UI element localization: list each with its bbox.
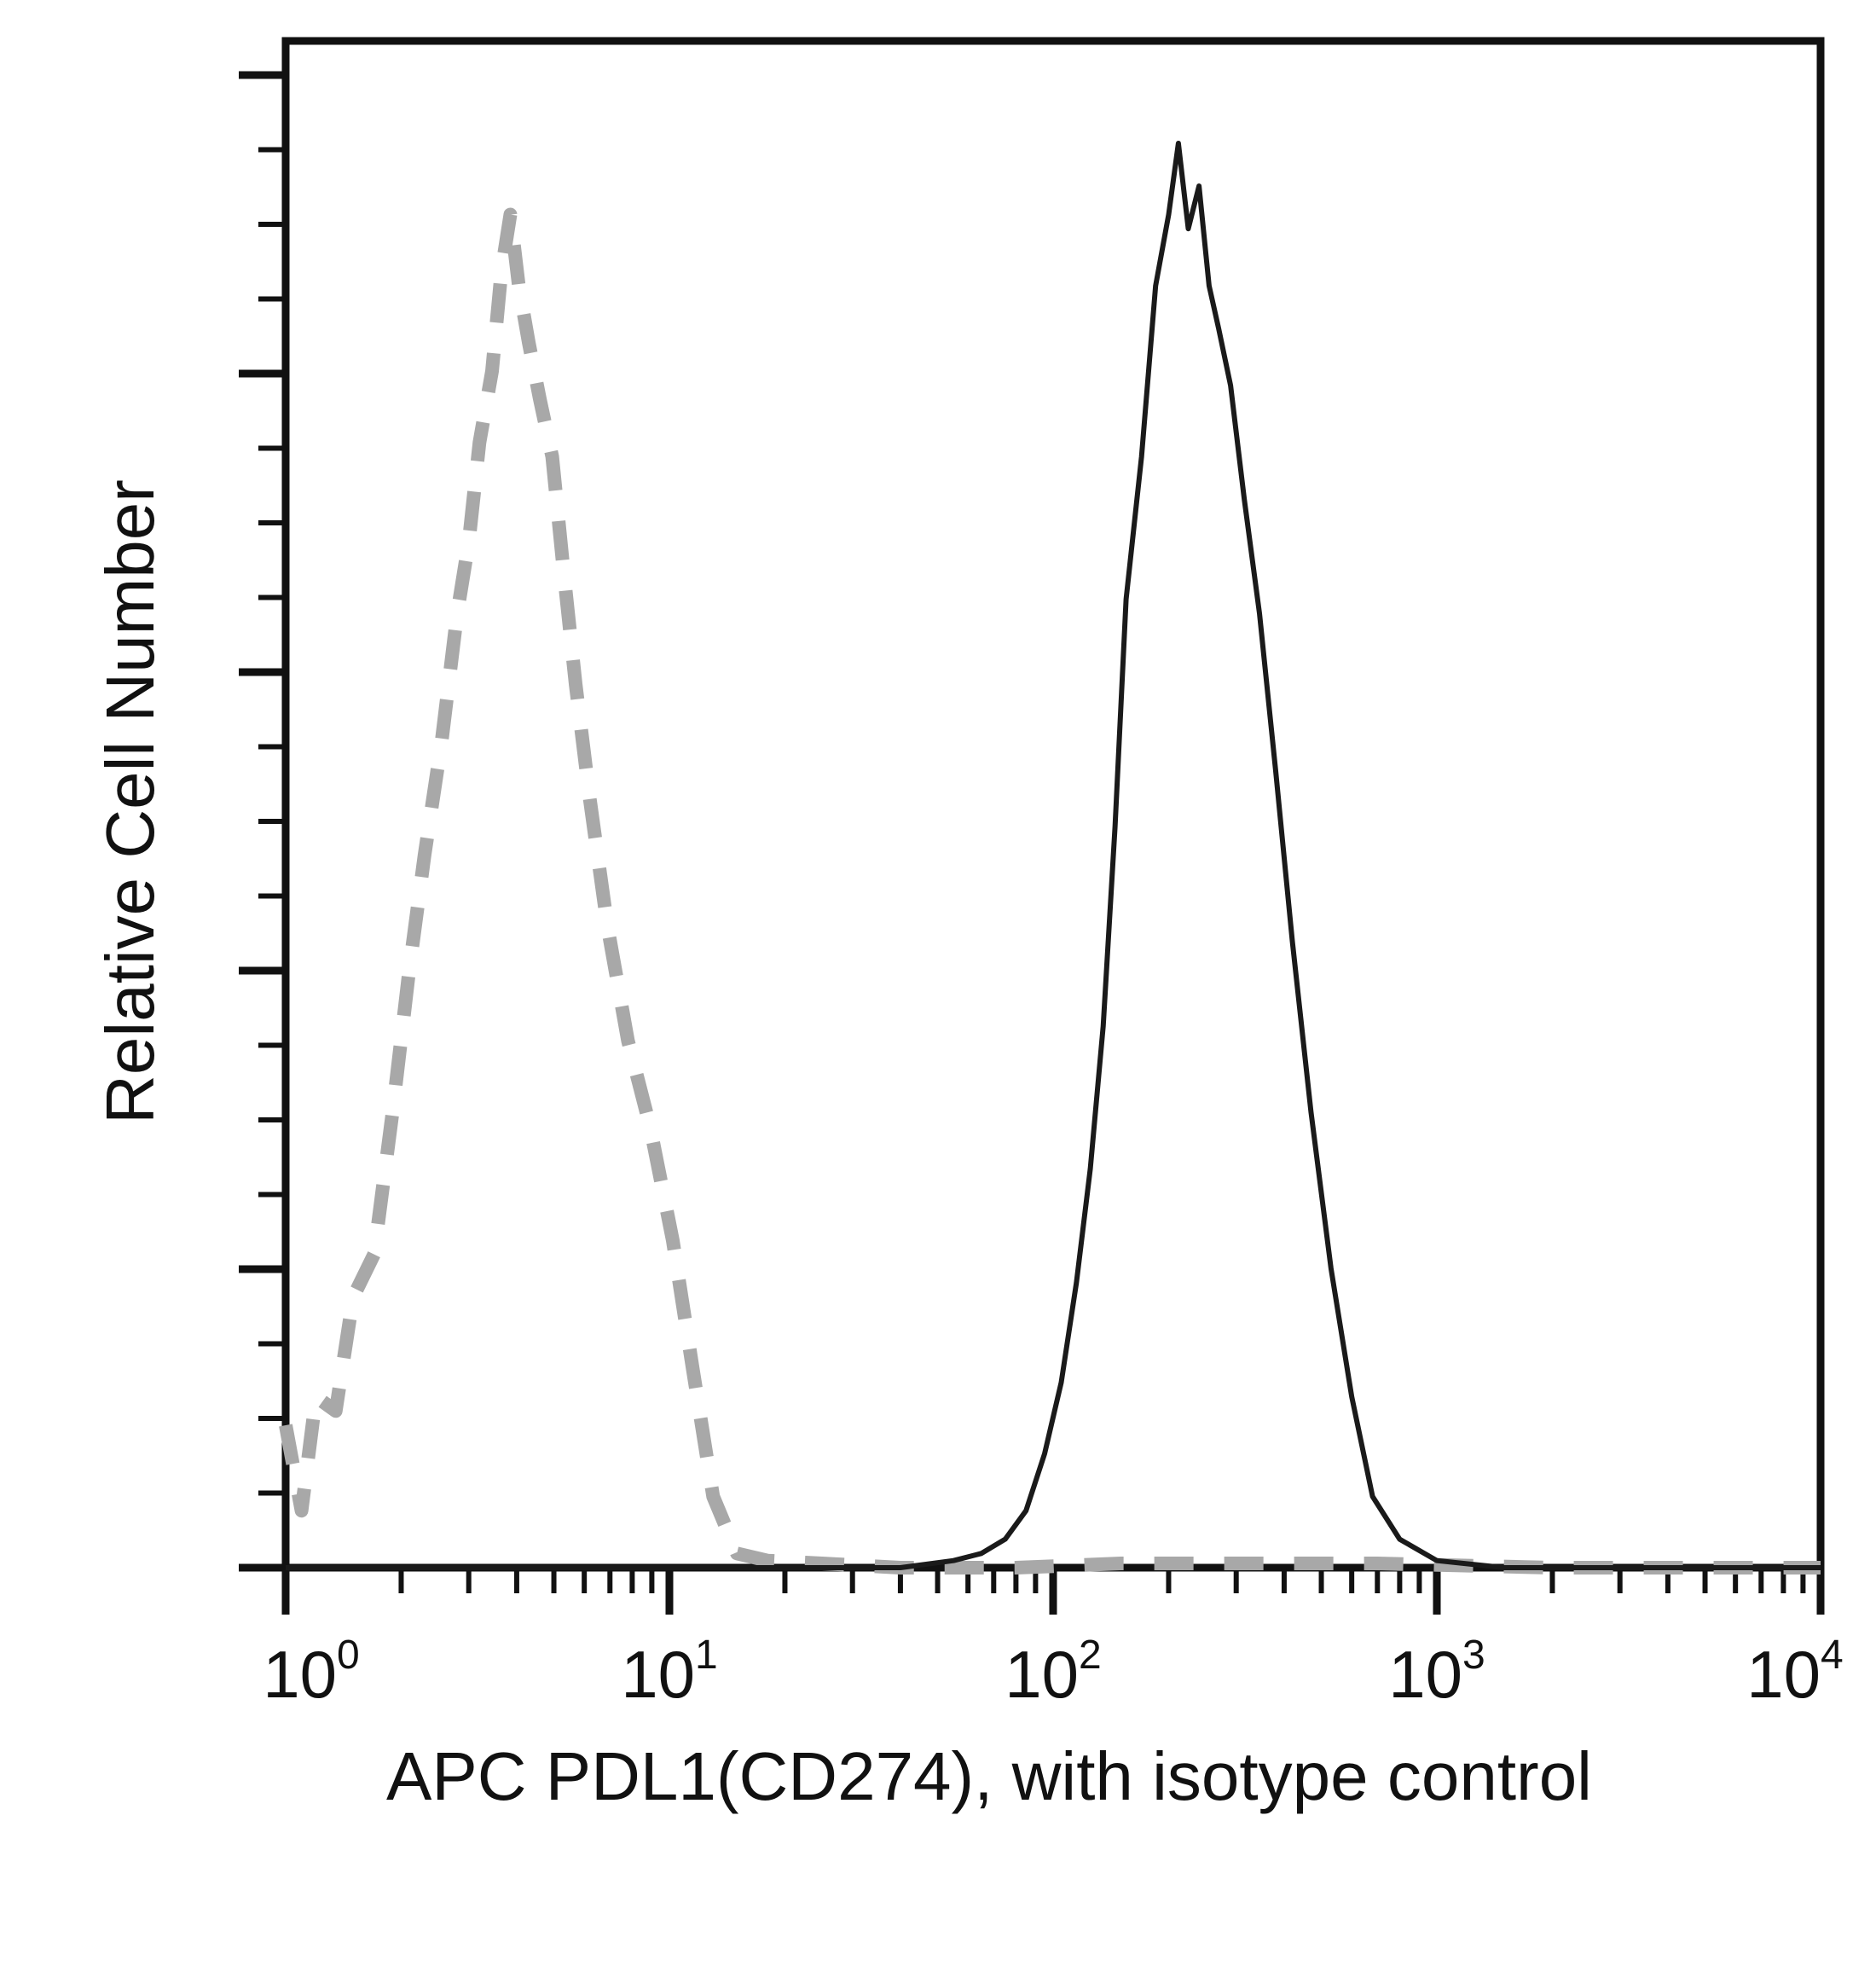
series-layer: [279, 141, 1821, 1575]
y-axis-title: Relative Cell Number: [92, 479, 168, 1124]
x-tick-label: 100: [263, 1633, 359, 1712]
x-axis-title: APC PDL1(CD274), with isotype control: [386, 1738, 1592, 1814]
pdl1-stained-curve: [286, 141, 1821, 1570]
x-tick-label: 103: [1388, 1633, 1485, 1712]
x-axis-tick-labels: 100 101 102 103 104: [263, 1633, 1843, 1712]
isotype-control-curve: [279, 207, 1821, 1575]
x-tick-label: 101: [621, 1633, 717, 1712]
x-tick-label: 104: [1746, 1633, 1843, 1712]
y-axis-ticks: [239, 71, 286, 1572]
x-axis-ticks: [281, 1568, 1825, 1615]
x-tick-label: 102: [1005, 1633, 1101, 1712]
plot-frame: [281, 37, 1825, 1572]
